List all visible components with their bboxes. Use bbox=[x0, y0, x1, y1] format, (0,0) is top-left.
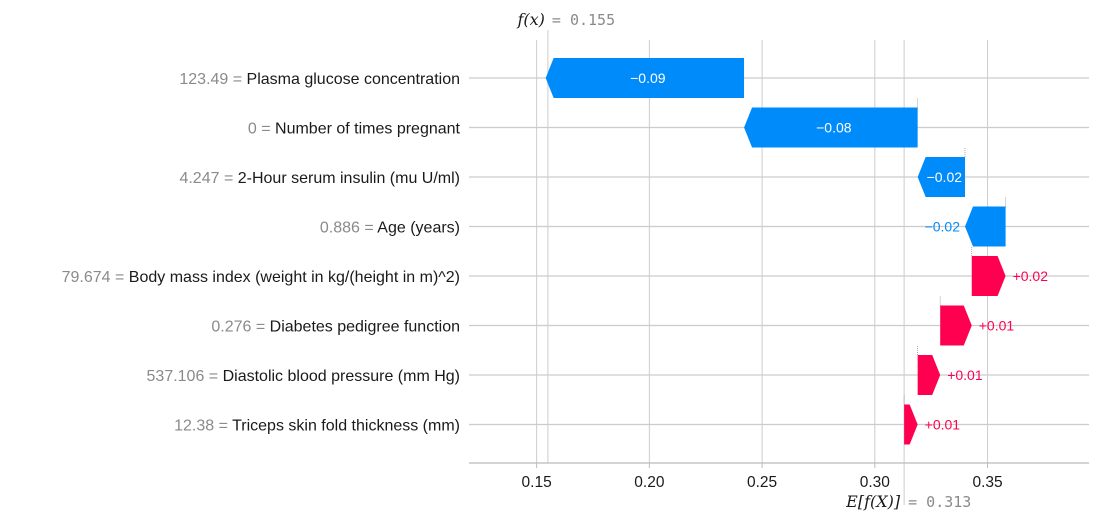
feature-label: 12.38 = Triceps skin fold thickness (mm) bbox=[174, 418, 460, 435]
efx-value: = 0.313 bbox=[908, 493, 971, 511]
x-tick-label: 0.30 bbox=[860, 474, 891, 491]
feature-value: 0 = bbox=[248, 121, 275, 138]
feature-name: 2-Hour serum insulin (mu U/ml) bbox=[238, 170, 460, 187]
feature-name: Diabetes pedigree function bbox=[270, 319, 460, 336]
feature-label: 4.247 = 2-Hour serum insulin (mu U/ml) bbox=[179, 170, 460, 187]
feature-value: 79.674 = bbox=[62, 269, 129, 286]
feature-name: Body mass index (weight in kg/(height in… bbox=[129, 269, 460, 286]
contribution-bar bbox=[917, 355, 941, 395]
fx-label: f(x) bbox=[516, 10, 544, 29]
x-tick-label: 0.35 bbox=[972, 474, 1002, 491]
feature-label: 0 = Number of times pregnant bbox=[248, 121, 461, 138]
bar-value-label: −0.02 bbox=[925, 219, 961, 235]
feature-name: Diastolic blood pressure (mm Hg) bbox=[223, 368, 460, 385]
feature-label: 0.886 = Age (years) bbox=[320, 220, 460, 237]
fx-value: = 0.155 bbox=[552, 11, 615, 29]
contribution-bar bbox=[965, 206, 1006, 247]
feature-value: 12.38 = bbox=[174, 418, 232, 435]
x-tick-label: 0.15 bbox=[522, 474, 552, 491]
bars-layer bbox=[545, 58, 1006, 445]
x-tick-label: 0.20 bbox=[634, 474, 665, 491]
contribution-bar bbox=[744, 107, 918, 148]
feature-label: 79.674 = Body mass index (weight in kg/(… bbox=[62, 269, 460, 286]
feature-label: 123.49 = Plasma glucose concentration bbox=[179, 71, 460, 88]
feature-label: 537.106 = Diastolic blood pressure (mm H… bbox=[147, 368, 460, 385]
contribution-bar bbox=[545, 58, 745, 98]
x-tick-label: 0.25 bbox=[747, 474, 777, 491]
feature-value: 4.247 = bbox=[179, 170, 237, 187]
feature-name: Number of times pregnant bbox=[275, 121, 461, 138]
feature-value: 537.106 = bbox=[147, 368, 223, 385]
x-axis: 0.15 0.20 0.25 0.30 0.35 bbox=[469, 462, 1089, 491]
bar-value-label: +0.02 bbox=[1013, 268, 1049, 284]
feature-value: 0.276 = bbox=[211, 319, 269, 336]
bar-value-label: +0.01 bbox=[979, 318, 1015, 334]
feature-name: Triceps skin fold thickness (mm) bbox=[232, 418, 460, 435]
efx-label: E[f(X)] bbox=[845, 492, 901, 511]
bar-value-label: +0.01 bbox=[925, 417, 961, 433]
contribution-bar bbox=[917, 157, 965, 197]
feature-value: 0.886 = bbox=[320, 220, 377, 237]
annotations: f(x) = 0.155 E[f(X)] = 0.313 bbox=[516, 10, 971, 511]
contribution-bar bbox=[940, 305, 972, 346]
feature-name: Age (years) bbox=[377, 220, 460, 237]
feature-label: 0.276 = Diabetes pedigree function bbox=[211, 319, 460, 336]
feature-name: Plasma glucose concentration bbox=[247, 71, 460, 88]
contribution-bar bbox=[904, 404, 918, 445]
bar-value-label: −0.02 bbox=[927, 169, 963, 185]
labels-layer: −0.09 123.49 = Plasma glucose concentrati… bbox=[62, 70, 1049, 435]
feature-value: 123.49 = bbox=[179, 71, 246, 88]
bar-value-label: −0.08 bbox=[816, 120, 852, 136]
bar-value-label: +0.01 bbox=[947, 367, 983, 383]
contribution-bar bbox=[971, 256, 1006, 296]
bar-value-label: −0.09 bbox=[630, 70, 666, 86]
